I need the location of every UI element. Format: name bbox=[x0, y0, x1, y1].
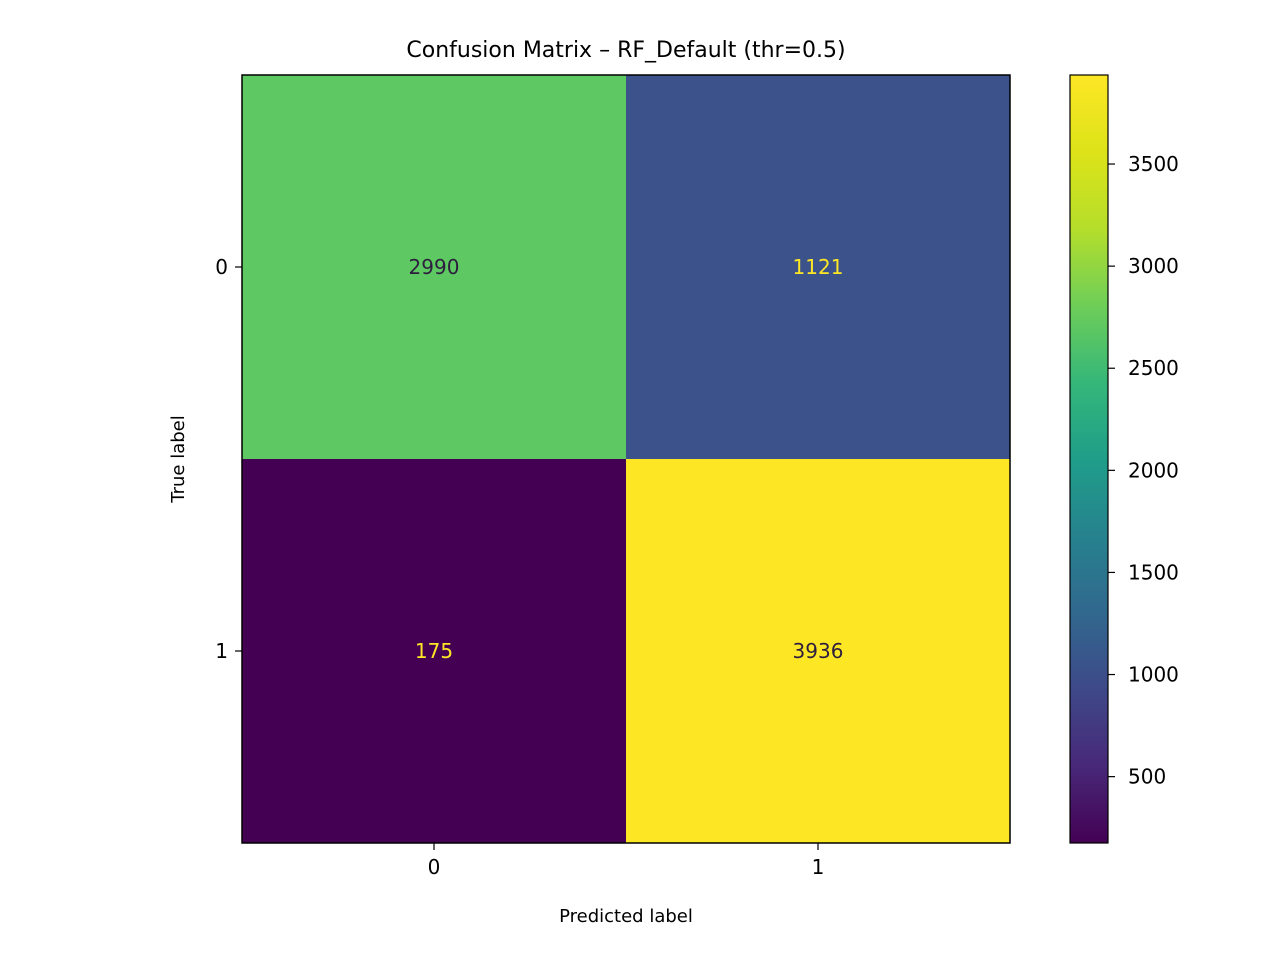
y-tick-label-1: 1 bbox=[215, 639, 228, 663]
cell-value-1-0: 175 bbox=[415, 639, 453, 663]
x-axis-label: Predicted label bbox=[559, 906, 693, 927]
colorbar-tick-label-2: 1500 bbox=[1128, 560, 1179, 584]
cell-value-1-1: 3936 bbox=[793, 639, 844, 663]
colorbar bbox=[1069, 74, 1109, 844]
cell-value-0-1: 1121 bbox=[793, 255, 844, 279]
plot-frame bbox=[241, 74, 1011, 844]
matrix-cell-0-1 bbox=[626, 75, 1010, 459]
colorbar-tick-label-4: 2500 bbox=[1128, 356, 1179, 380]
cell-value-0-0: 2990 bbox=[409, 255, 460, 279]
x-tick-label-1: 1 bbox=[812, 855, 825, 879]
matrix-cell-0-0 bbox=[242, 75, 626, 459]
colorbar-tick-label-0: 500 bbox=[1128, 765, 1166, 789]
chart-title: Confusion Matrix – RF_Default (thr=0.5) bbox=[406, 38, 845, 63]
x-tick-label-0: 0 bbox=[428, 855, 441, 879]
y-tick-label-0: 0 bbox=[215, 255, 228, 279]
colorbar-tick-label-6: 3500 bbox=[1128, 152, 1179, 176]
colorbar-tick-label-5: 3000 bbox=[1128, 254, 1179, 278]
matrix-cell-labels: 2990 1121 175 3936 bbox=[409, 255, 844, 663]
colorbar-ticks: 500 1000 1500 2000 2500 3000 3500 bbox=[1108, 152, 1179, 789]
y-axis-label: True label bbox=[168, 415, 189, 504]
y-axis: 01 bbox=[215, 255, 242, 663]
matrix-cells bbox=[242, 75, 1010, 843]
matrix-cell-1-0 bbox=[242, 459, 626, 843]
colorbar-tick-label-3: 2000 bbox=[1128, 458, 1179, 482]
matrix-cell-1-1 bbox=[626, 459, 1010, 843]
colorbar-tick-label-1: 1000 bbox=[1128, 663, 1179, 687]
